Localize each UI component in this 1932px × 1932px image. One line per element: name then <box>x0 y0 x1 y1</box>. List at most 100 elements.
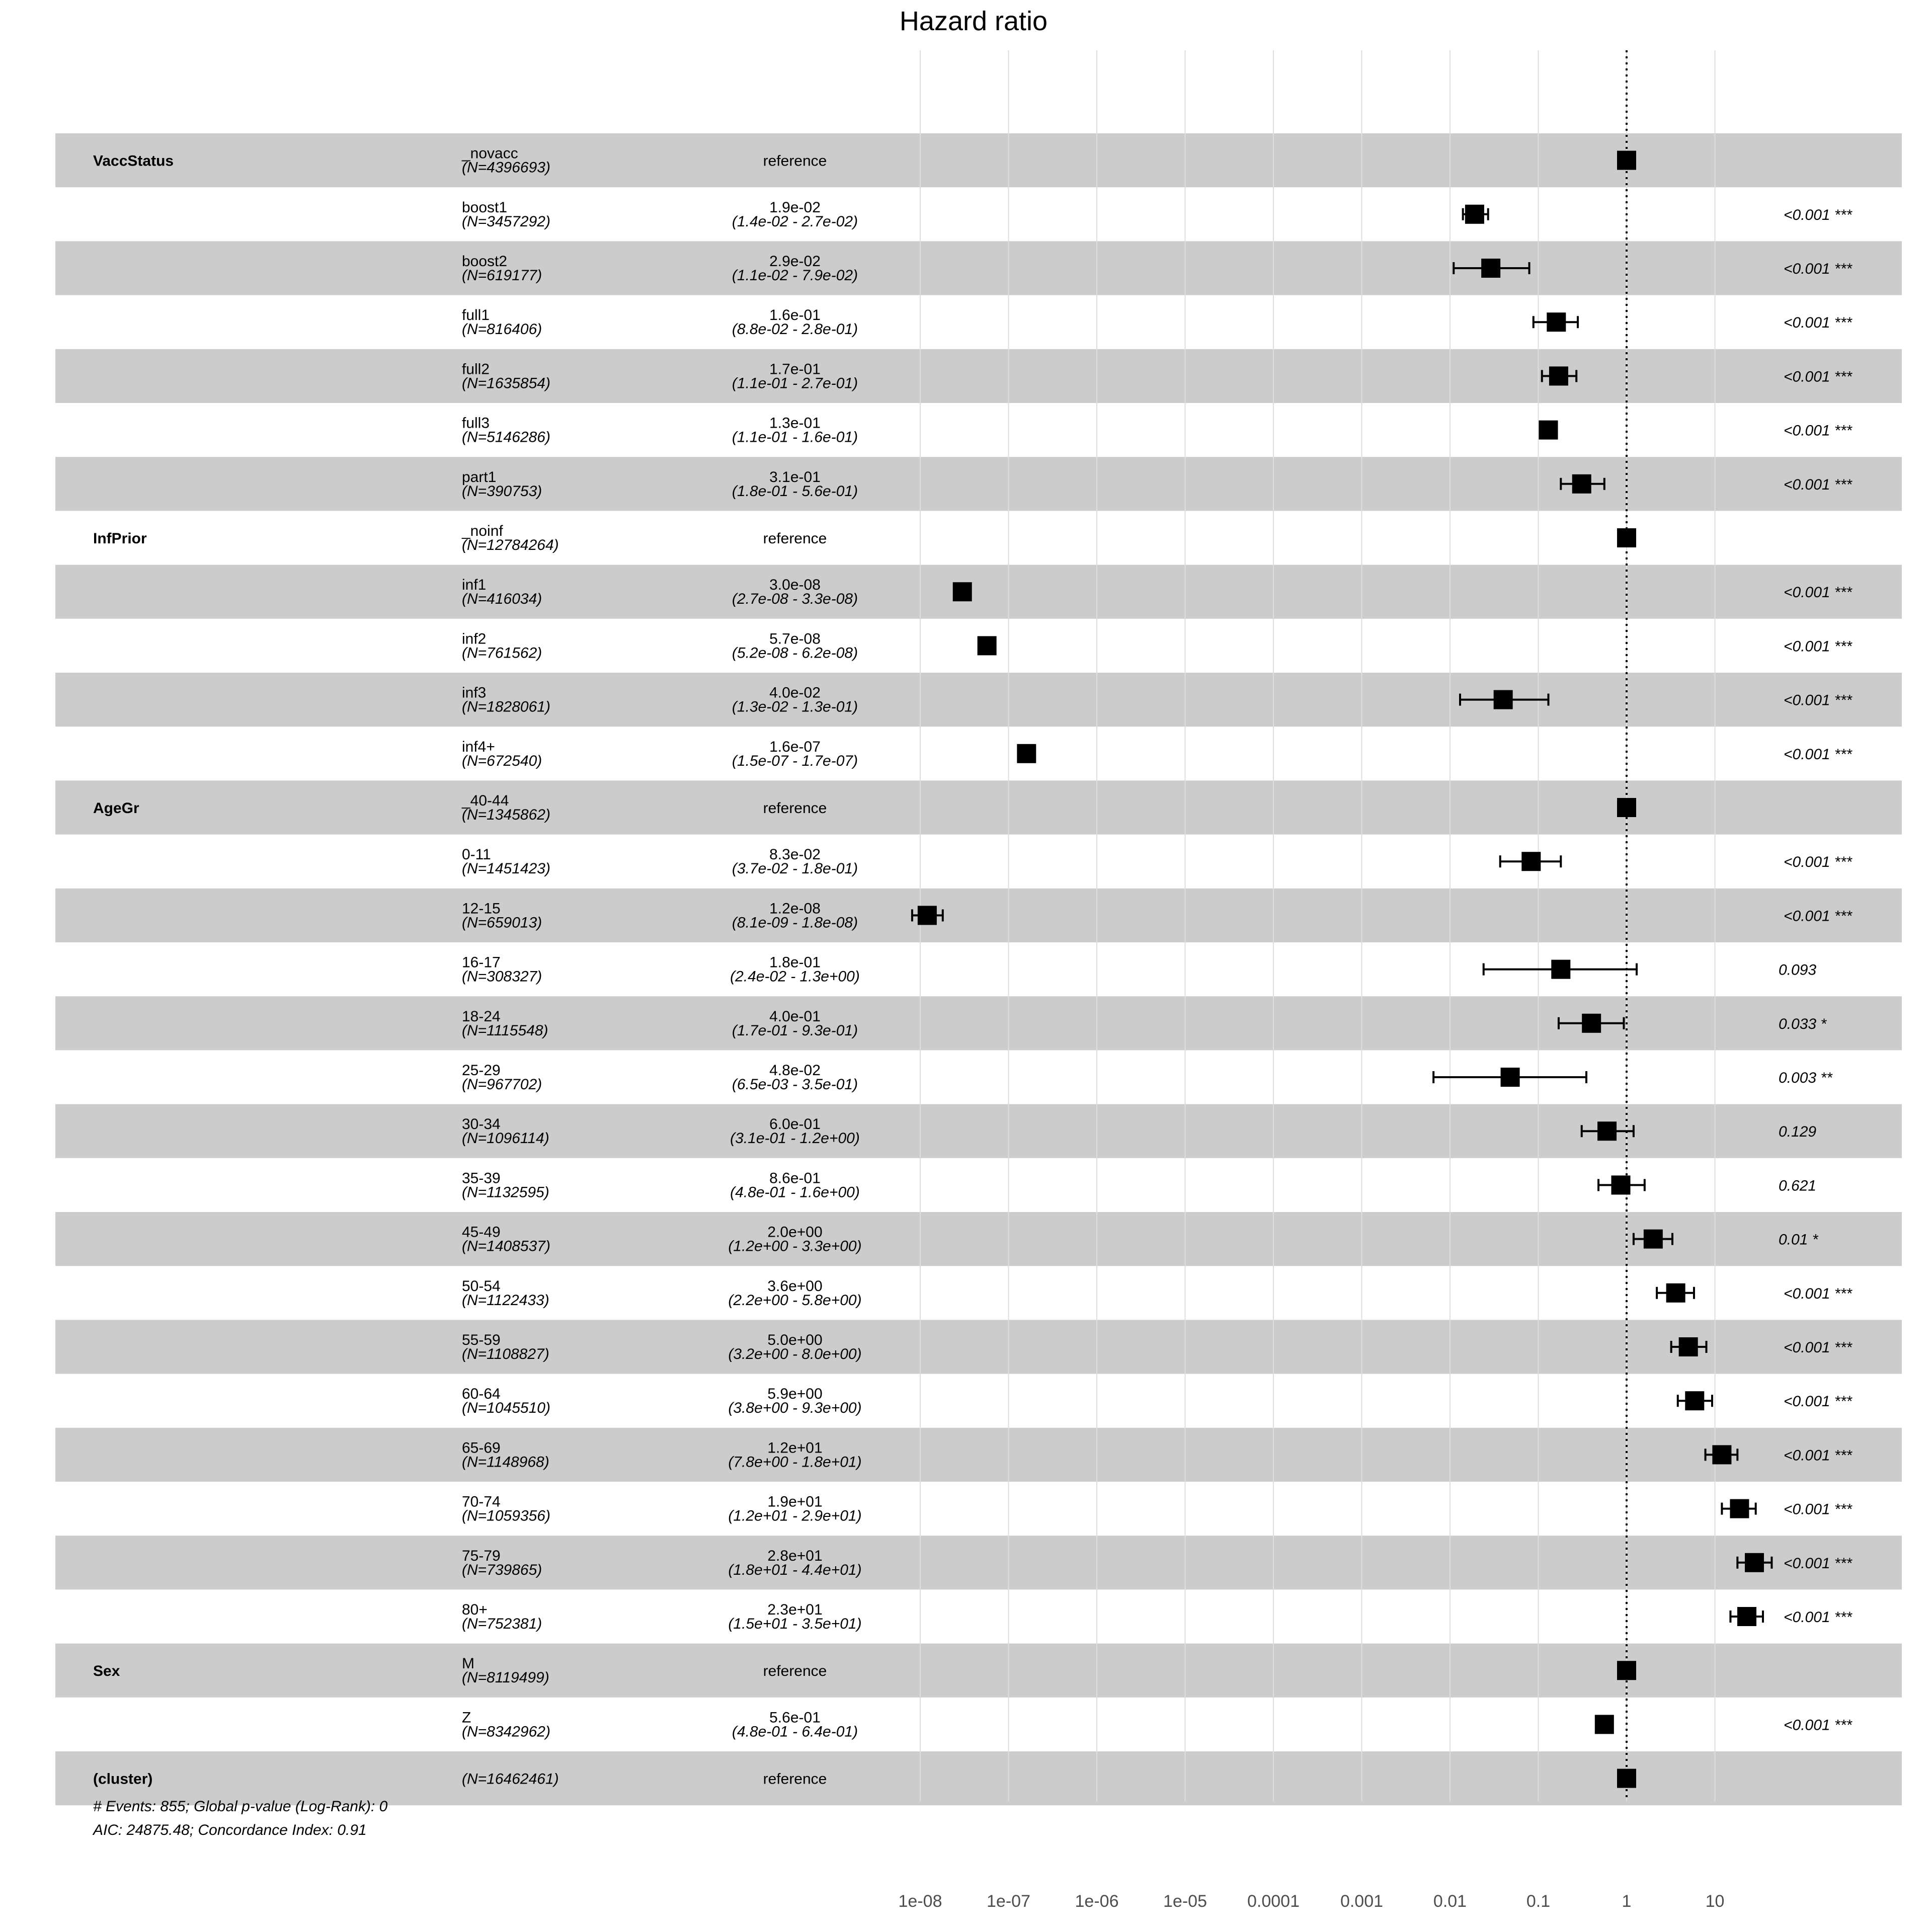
n-label: (N=1148968) <box>462 1454 549 1470</box>
ci-label: (1.8e+01 - 4.4e+01) <box>728 1562 861 1578</box>
estimate-label: 5.6e-01 <box>769 1709 821 1726</box>
n-label: (N=12784264) <box>462 537 559 553</box>
p-value-label: <0.001 *** <box>1784 692 1853 709</box>
p-value-label: <0.001 *** <box>1784 261 1853 277</box>
p-value-label: <0.001 *** <box>1784 476 1853 493</box>
estimate-square <box>1730 1499 1749 1518</box>
table-row: 16-17(N=308327) 1.8e-01(2.4e-02 - 1.3e+00… <box>462 954 1816 985</box>
estimate-label: 1.6e-01 <box>769 307 821 324</box>
estimate-square <box>1500 1068 1520 1087</box>
x-tick-label: 0.001 <box>1340 1892 1383 1911</box>
level-label: 45-49 <box>462 1224 501 1241</box>
ci-label: (8.1e-09 - 1.8e-08) <box>732 914 858 931</box>
estimate-square <box>1017 744 1036 763</box>
row-band <box>55 888 1902 942</box>
estimate-label: 6.0e-01 <box>769 1116 821 1133</box>
estimate-label: 1.2e+01 <box>767 1439 822 1456</box>
row-band <box>55 565 1902 619</box>
row-band <box>55 241 1902 295</box>
estimate-label: reference <box>763 1771 827 1788</box>
estimate-label: 5.0e+00 <box>767 1332 822 1348</box>
level-label: full2 <box>462 361 490 377</box>
level-label: 12-15 <box>462 900 501 917</box>
x-tick-label: 1 <box>1622 1892 1632 1911</box>
estimate-square <box>1547 312 1566 332</box>
table-row: part1(N=390753) 3.1e-01(1.8e-01 - 5.6e-01… <box>462 469 1853 500</box>
p-value-label: 0.621 <box>1779 1177 1816 1194</box>
ci-label: (3.2e+00 - 8.0e+00) <box>728 1346 861 1362</box>
footnote: # Events: 855; Global p-value (Log-Rank)… <box>93 1798 388 1815</box>
ci-label: (3.7e-02 - 1.8e-01) <box>732 860 858 877</box>
estimate-label: 5.9e+00 <box>767 1386 822 1402</box>
variable-label: (cluster) <box>93 1771 152 1788</box>
ci-label: (4.8e-01 - 6.4e-01) <box>732 1723 858 1740</box>
n-label: (N=739865) <box>462 1562 542 1578</box>
estimate-label: 5.7e-08 <box>769 630 821 647</box>
estimate-label: 1.9e+01 <box>767 1494 822 1510</box>
level-label: 55-59 <box>462 1332 501 1348</box>
p-value-label: <0.001 *** <box>1784 423 1853 439</box>
table-row: Sex M(N=8119499) reference <box>93 1655 827 1686</box>
n-label: (N=308327) <box>462 969 542 985</box>
table-row: 25-29(N=967702) 4.8e-02(6.5e-03 - 3.5e-01… <box>462 1062 1833 1093</box>
estimate-square <box>1572 474 1591 494</box>
n-label: (N=1059356) <box>462 1508 550 1524</box>
ci-label: (2.2e+00 - 5.8e+00) <box>728 1292 861 1309</box>
x-tick-label: 1e-07 <box>987 1892 1030 1911</box>
x-tick-label: 0.01 <box>1433 1892 1467 1911</box>
estimate-square <box>1617 150 1636 170</box>
footnote: AIC: 24875.48; Concordance Index: 0.91 <box>92 1822 367 1838</box>
p-value-label: <0.001 *** <box>1784 1393 1853 1410</box>
n-label: (N=390753) <box>462 483 542 500</box>
estimate-label: reference <box>763 800 827 817</box>
estimate-label: 4.0e-01 <box>769 1008 821 1025</box>
estimate-label: 1.2e-08 <box>769 900 821 917</box>
level-label: inf3 <box>462 685 486 701</box>
level-label: 50-54 <box>462 1278 501 1295</box>
table-row: (cluster) (N=16462461) reference <box>93 1771 827 1788</box>
level-label: full3 <box>462 415 490 432</box>
estimate-marks <box>911 150 1773 1788</box>
p-value-label: <0.001 *** <box>1784 1501 1853 1518</box>
estimate-square <box>1737 1607 1756 1626</box>
level-label: 60-64 <box>462 1386 501 1402</box>
estimate-label: 2.9e-02 <box>769 253 821 270</box>
n-label: (N=1828061) <box>462 699 550 715</box>
table-row: Z(N=8342962) 5.6e-01(4.8e-01 - 6.4e-01) <0… <box>462 1709 1853 1740</box>
ci-label: (3.8e+00 - 9.3e+00) <box>728 1400 861 1416</box>
row-band <box>55 780 1902 835</box>
level-label: 18-24 <box>462 1008 501 1025</box>
table-row: 60-64(N=1045510) 5.9e+00(3.8e+00 - 9.3e+0… <box>462 1386 1853 1416</box>
x-axis-tick-labels: 1e-08 1e-07 1e-06 1e-05 0.0001 0.001 0.01 0.1 1 1… <box>899 1892 1725 1911</box>
ci-label: (1.4e-02 - 2.7e-02) <box>732 213 858 230</box>
p-value-label: <0.001 *** <box>1784 207 1853 223</box>
ci-label: (6.5e-03 - 3.5e-01) <box>732 1076 858 1093</box>
estimate-square <box>1617 528 1636 547</box>
estimate-square <box>1611 1175 1631 1195</box>
row-bands <box>55 133 1902 1806</box>
estimate-square <box>1594 1715 1614 1734</box>
p-value-label: 0.01 * <box>1779 1232 1819 1248</box>
n-label: (N=1451423) <box>462 860 550 877</box>
level-label: 30-34 <box>462 1116 501 1133</box>
p-value-label: 0.093 <box>1779 962 1816 979</box>
level-label: 25-29 <box>462 1062 501 1079</box>
level-label: inf2 <box>462 630 486 647</box>
n-label: (N=816406) <box>462 321 542 338</box>
variable-label: Sex <box>93 1663 120 1679</box>
estimate-square <box>1678 1337 1698 1356</box>
row-band <box>55 1643 1902 1698</box>
level-label: 35-39 <box>462 1170 501 1186</box>
estimate-label: 1.6e-07 <box>769 739 821 755</box>
p-value-label: 0.003 ** <box>1779 1070 1833 1086</box>
estimate-label: 2.3e+01 <box>767 1601 822 1618</box>
footnotes: # Events: 855; Global p-value (Log-Rank)… <box>92 1798 388 1838</box>
level-label: _noinf <box>461 523 503 539</box>
estimate-square <box>977 636 997 656</box>
table-row: 45-49(N=1408537) 2.0e+00(1.2e+00 - 3.3e+0… <box>462 1224 1819 1255</box>
chart-title: Hazard ratio <box>900 6 1048 36</box>
p-value-label: <0.001 *** <box>1784 1717 1853 1733</box>
estimate-label: 3.6e+00 <box>767 1278 822 1295</box>
ci-label: (1.1e-02 - 7.9e-02) <box>732 267 858 284</box>
ci-label: (1.3e-02 - 1.3e-01) <box>732 699 858 715</box>
